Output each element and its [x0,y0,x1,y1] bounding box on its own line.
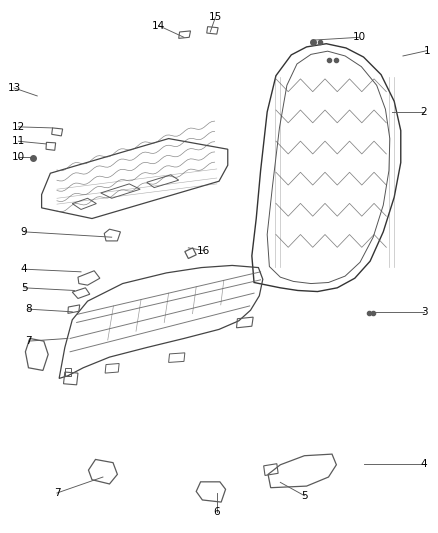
Text: 7: 7 [53,488,60,498]
Text: 4: 4 [21,264,28,274]
Text: 13: 13 [7,83,21,93]
Text: 12: 12 [12,122,25,132]
Text: 9: 9 [21,227,28,237]
Text: 7: 7 [25,336,32,346]
Text: 1: 1 [424,46,431,55]
Text: 4: 4 [420,459,427,469]
Text: 3: 3 [420,307,427,317]
Text: 6: 6 [213,507,220,516]
Text: 2: 2 [420,107,427,117]
Text: 15: 15 [209,12,222,22]
Text: 5: 5 [301,491,308,500]
Text: 14: 14 [152,21,165,30]
Text: 8: 8 [25,304,32,314]
Text: 5: 5 [21,283,28,293]
Text: 10: 10 [12,152,25,162]
Text: 10: 10 [353,33,366,42]
Text: 16: 16 [197,246,210,255]
Text: 11: 11 [12,136,25,146]
